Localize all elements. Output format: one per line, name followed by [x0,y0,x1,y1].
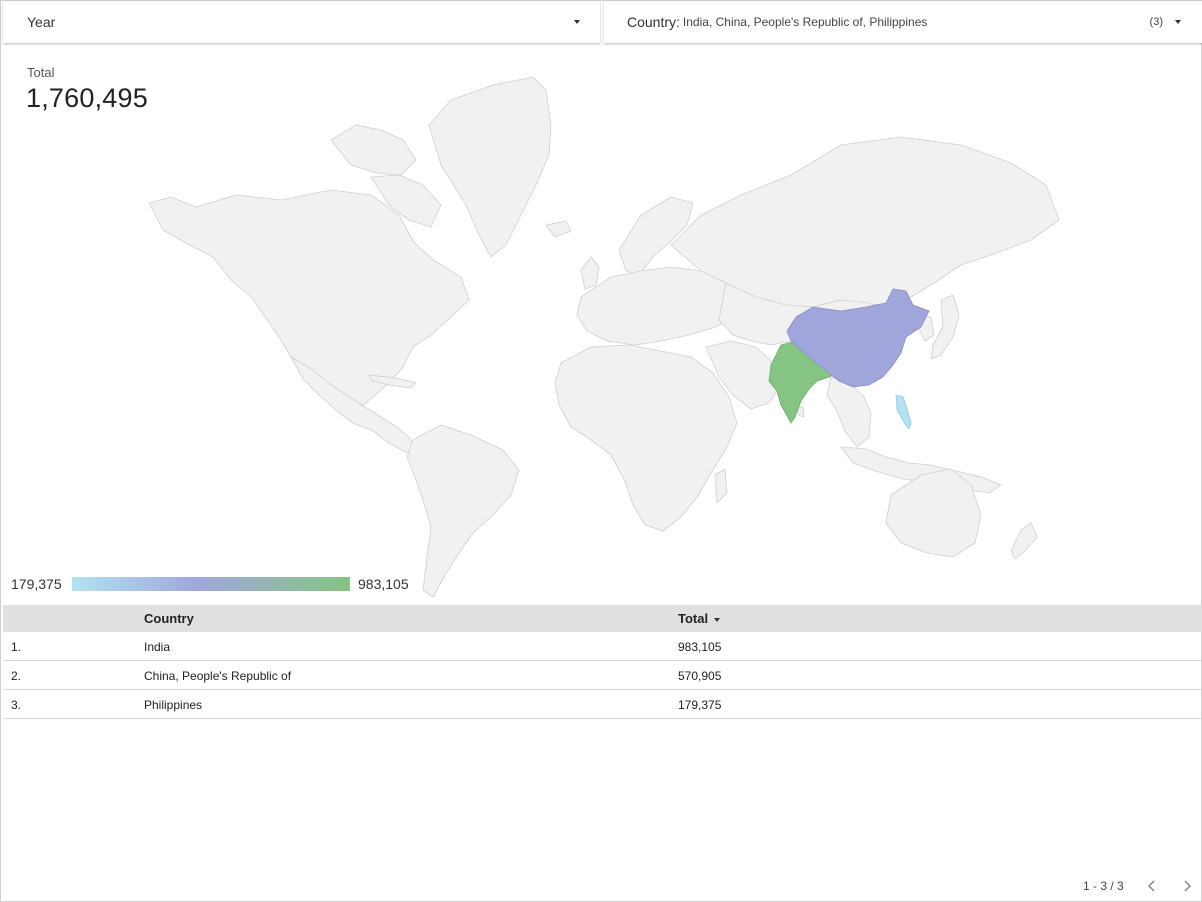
legend-max-label: 983,105 [358,576,409,592]
map-region-australia [885,468,982,558]
chevron-down-icon[interactable] [574,20,580,24]
map-region-japan [930,294,960,360]
row-total: 983,105 [678,640,722,654]
map-region-baffin-island [370,174,442,228]
map-region-arctic-islands [330,124,417,176]
table-row[interactable]: 3. Philippines 179,375 [3,690,1202,719]
map-region-new-zealand [1010,522,1038,560]
map-region-sri-lanka [797,406,805,418]
country-filter-label: Country: [627,14,680,30]
year-filter-control[interactable]: Year [3,1,600,43]
map-region-south-america [406,424,520,598]
map-region-iceland [545,220,572,238]
geo-map[interactable] [141,45,1061,605]
sort-descending-icon[interactable] [714,617,721,622]
map-region-philippines [895,394,912,430]
map-region-uk [580,256,600,290]
map-region-africa [554,344,738,532]
pagination-range: 1 - 3 / 3 [1083,879,1124,893]
country-filter-value: India, China, People's Republic of, Phil… [682,15,928,29]
scorecard-value: 1,760,495 [26,83,148,113]
row-index: 2. [11,669,22,683]
row-total: 570,905 [678,669,722,683]
chevron-left-icon[interactable] [1144,878,1160,894]
map-region-greenland [428,76,552,258]
table-row[interactable]: 2. China, People's Republic of 570,905 [3,661,1202,690]
column-header-total-label: Total [678,611,709,626]
scorecard-label: Total [27,65,55,80]
row-index: 3. [11,698,22,712]
row-country: China, People's Republic of [144,669,292,683]
chevron-right-icon[interactable] [1179,878,1195,894]
table-row[interactable]: 1. India 983,105 [3,632,1202,661]
country-filter-count: (3) [1149,16,1163,28]
chevron-down-icon[interactable] [1175,20,1181,24]
table-header: Country Total [3,605,1202,632]
map-region-madagascar [714,468,728,504]
row-country: Philippines [144,698,203,712]
map-region-southeast-asia [826,376,872,448]
map-region-caribbean [368,374,417,389]
map-region-russia [670,136,1060,308]
row-index: 1. [11,640,22,654]
map-region-china [786,288,930,388]
row-total: 179,375 [678,698,722,712]
country-filter-control[interactable]: Country: India, China, People's Republic… [604,1,1202,43]
column-header-total[interactable]: Total [678,611,721,626]
color-scale-bar [72,577,350,591]
column-header-country[interactable]: Country [144,611,194,626]
map-region-north-america [148,189,470,408]
data-table: Country Total 1. India 983,105 2. China,… [3,605,1202,719]
row-country: India [144,640,171,654]
year-filter-label: Year [27,14,56,30]
map-region-middle-east [705,340,782,410]
filter-bar: Year Country: India, China, People's Rep… [1,1,1202,43]
legend-min-label: 179,375 [11,576,62,592]
